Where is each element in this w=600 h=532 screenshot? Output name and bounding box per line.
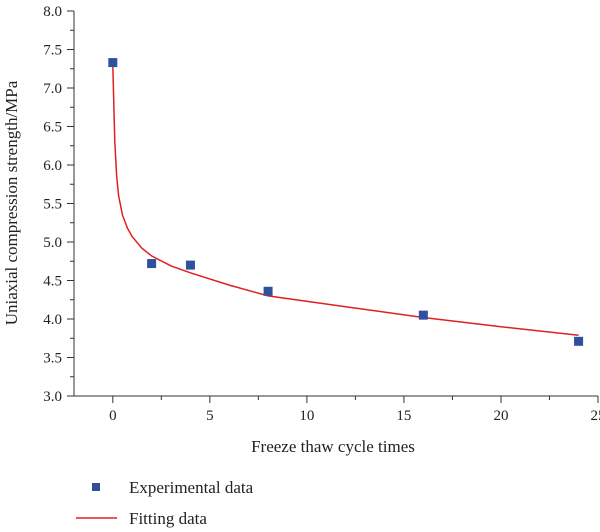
experimental-point <box>263 286 273 296</box>
experimental-point <box>108 58 118 68</box>
y-tick-label: 3.0 <box>43 389 62 405</box>
legend: Experimental data Fitting data <box>76 478 254 528</box>
y-tick-label: 4.5 <box>43 274 62 290</box>
x-tick-label: 10 <box>299 408 314 424</box>
plot-frame <box>73 11 598 397</box>
legend-label-fitting: Fitting data <box>129 509 207 528</box>
y-tick-label: 5.5 <box>43 197 62 213</box>
x-tick-label: 5 <box>206 408 214 424</box>
y-tick-label: 6.5 <box>43 120 62 136</box>
experimental-point <box>574 336 584 346</box>
y-tick-label: 7.5 <box>43 43 62 59</box>
y-tick-label: 6.0 <box>43 158 62 174</box>
y-axis-title: Uniaxial compression strength/MPa <box>2 80 21 325</box>
y-axis: 3.0 3.5 4.0 4.5 5.0 5.5 6.0 6.5 7.0 7.5 8.0 <box>43 4 74 405</box>
experimental-point <box>147 259 157 269</box>
x-tick-label: 20 <box>493 408 508 424</box>
experimental-point <box>418 310 428 320</box>
x-tick-label: 0 <box>109 408 117 424</box>
legend-label-experimental: Experimental data <box>129 478 254 497</box>
x-axis: 0 5 10 15 20 25 <box>109 396 600 424</box>
x-tick-label: 15 <box>396 408 411 424</box>
x-tick-label: 25 <box>591 408 600 424</box>
y-tick-label: 3.5 <box>43 351 62 367</box>
y-tick-label: 7.0 <box>43 81 62 97</box>
x-axis-title: Freeze thaw cycle times <box>251 437 415 456</box>
y-tick-label: 5.0 <box>43 235 62 251</box>
legend-marker-experimental <box>92 483 100 491</box>
y-tick-label: 8.0 <box>43 4 62 20</box>
series-layer <box>108 58 584 346</box>
experimental-point <box>185 260 195 270</box>
fitting-line <box>112 64 579 336</box>
y-tick-label: 4.0 <box>43 312 62 328</box>
